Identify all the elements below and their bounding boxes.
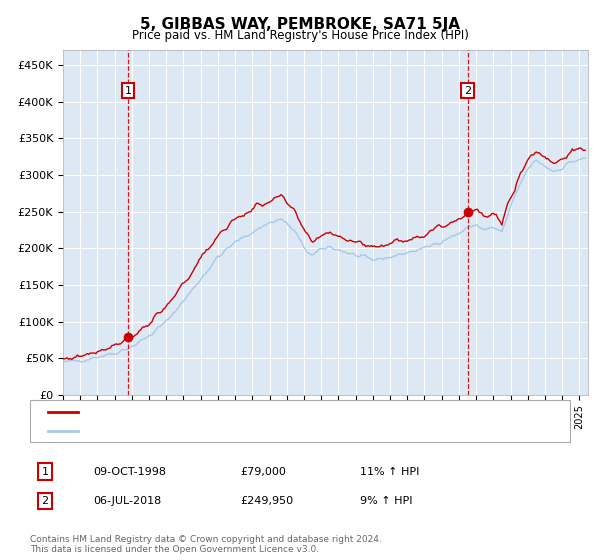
Text: 11% ↑ HPI: 11% ↑ HPI <box>360 466 419 477</box>
Text: 2: 2 <box>464 86 471 96</box>
Text: 5, GIBBAS WAY, PEMBROKE, SA71 5JA (detached house): 5, GIBBAS WAY, PEMBROKE, SA71 5JA (detac… <box>81 407 371 417</box>
Text: 5, GIBBAS WAY, PEMBROKE, SA71 5JA: 5, GIBBAS WAY, PEMBROKE, SA71 5JA <box>140 17 460 32</box>
Text: 1: 1 <box>125 86 131 96</box>
Text: 1: 1 <box>41 466 49 477</box>
Text: £249,950: £249,950 <box>240 496 293 506</box>
Text: 06-JUL-2018: 06-JUL-2018 <box>93 496 161 506</box>
Text: HPI: Average price, detached house, Pembrokeshire: HPI: Average price, detached house, Pemb… <box>81 426 351 436</box>
Text: £79,000: £79,000 <box>240 466 286 477</box>
Text: Price paid vs. HM Land Registry's House Price Index (HPI): Price paid vs. HM Land Registry's House … <box>131 29 469 42</box>
Text: Contains HM Land Registry data © Crown copyright and database right 2024.
This d: Contains HM Land Registry data © Crown c… <box>30 535 382 554</box>
Text: 9% ↑ HPI: 9% ↑ HPI <box>360 496 413 506</box>
Text: 2: 2 <box>41 496 49 506</box>
Text: 09-OCT-1998: 09-OCT-1998 <box>93 466 166 477</box>
